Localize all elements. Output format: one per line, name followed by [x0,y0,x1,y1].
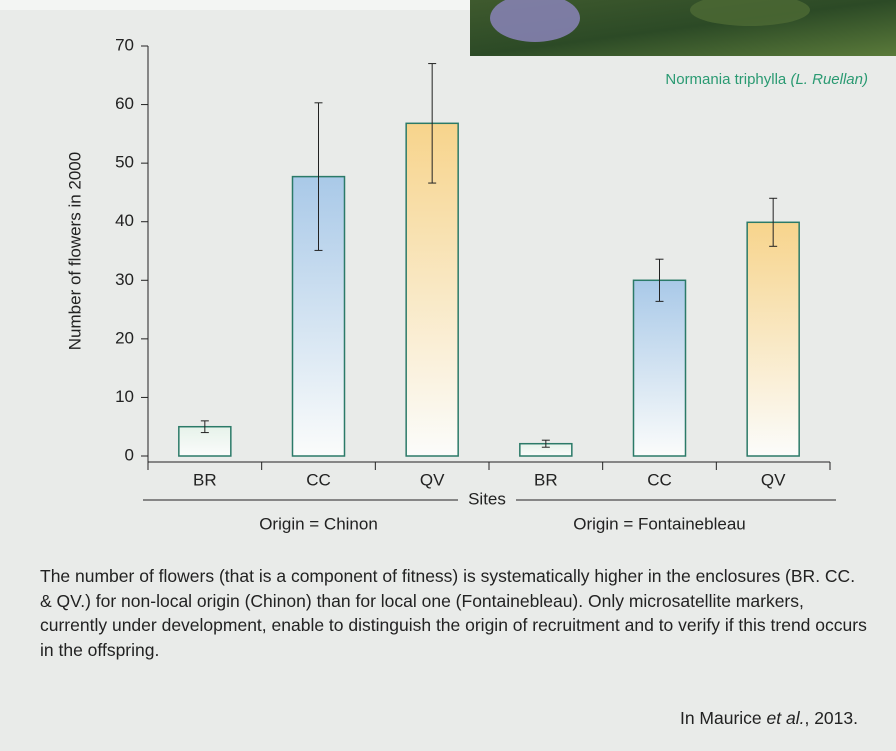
photo-flower [490,0,580,42]
top-strip [0,0,896,10]
group-label: Origin = Chinon [259,514,378,533]
species-name: Normania triphylla [665,71,787,88]
group-label: Origin = Fontainebleau [573,514,745,533]
y-tick-label: 60 [115,94,134,113]
y-tick-label: 20 [115,328,134,347]
y-axis-label: Number of flowers in 2000 [65,152,84,350]
x-tick-label: BR [193,470,217,489]
y-tick-label: 50 [115,153,134,172]
x-tick-label: QV [420,470,445,489]
x-tick-label: QV [761,470,786,489]
x-tick-label: CC [306,470,331,489]
x-tick-label: CC [647,470,672,489]
citation-year: , 2013. [804,708,858,728]
y-tick-label: 10 [115,387,134,406]
y-tick-label: 70 [115,35,134,54]
caption: The number of flowers (that is a compone… [40,566,867,660]
photo-leaf [690,0,810,26]
photo [470,0,896,56]
x-tick-label: BR [534,470,558,489]
citation-etal: et al. [766,708,805,728]
bar [746,221,800,457]
photo-credit: (L. Ruellan) [790,71,868,88]
y-tick-label: 40 [115,211,134,230]
y-tick-label: 30 [115,270,134,289]
label-background [458,490,516,510]
citation-author: In Maurice [679,708,767,728]
photo-caption: Normania triphylla (L. Ruellan) [665,71,868,88]
bar [632,279,687,457]
x-axis-label: Sites [468,489,506,508]
y-tick-label: 0 [125,445,134,464]
citation: In Maurice et al., 2013. [680,708,858,729]
